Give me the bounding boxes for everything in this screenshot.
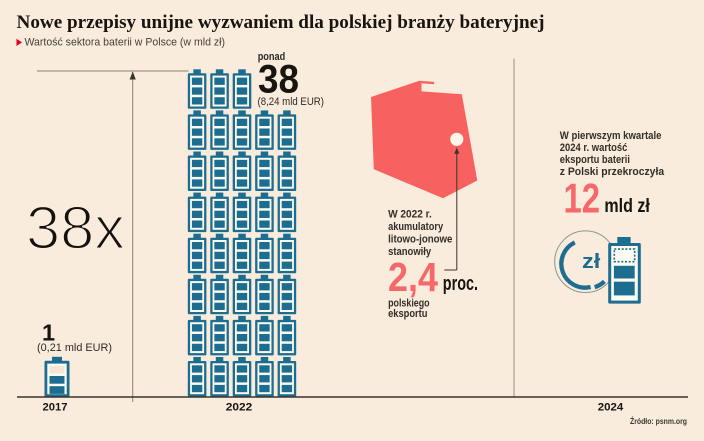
svg-text:eksportu baterii: eksportu baterii bbox=[560, 154, 630, 166]
svg-text:W pierwszym kwartale: W pierwszym kwartale bbox=[560, 130, 662, 142]
svg-text:W 2022 r.: W 2022 r. bbox=[388, 208, 432, 220]
svg-text:1: 1 bbox=[42, 319, 55, 345]
svg-text:2024 r. wartość: 2024 r. wartość bbox=[560, 142, 628, 154]
svg-text:2022: 2022 bbox=[226, 402, 253, 414]
svg-text:(0,21 mld EUR): (0,21 mld EUR) bbox=[37, 342, 112, 354]
svg-text:38x: 38x bbox=[26, 195, 125, 262]
svg-text:eksportu: eksportu bbox=[388, 308, 427, 320]
svg-text:mld zł: mld zł bbox=[604, 196, 650, 217]
svg-text:12: 12 bbox=[564, 175, 601, 222]
svg-text:Źródło: psnm.org: Źródło: psnm.org bbox=[630, 416, 687, 426]
svg-text:z Polski przekroczyła: z Polski przekroczyła bbox=[560, 166, 665, 178]
svg-text:Wartość sektora baterii w Pols: Wartość sektora baterii w Polsce (w mld … bbox=[25, 37, 226, 49]
svg-text:litowo-jonowe: litowo-jonowe bbox=[388, 233, 452, 245]
svg-text:stanowiły: stanowiły bbox=[388, 246, 432, 258]
svg-text:akumulatory: akumulatory bbox=[388, 221, 444, 233]
svg-text:zł: zł bbox=[582, 250, 601, 273]
svg-text:polskiego: polskiego bbox=[388, 297, 430, 309]
svg-text:2024: 2024 bbox=[598, 402, 624, 414]
svg-text:proc.: proc. bbox=[443, 273, 478, 295]
svg-text:2,4: 2,4 bbox=[388, 254, 438, 300]
svg-text:(8,24 mld EUR): (8,24 mld EUR) bbox=[258, 96, 325, 108]
svg-text:38: 38 bbox=[258, 57, 299, 101]
svg-text:ponad: ponad bbox=[258, 51, 286, 63]
svg-text:Nowe przepisy unijne wyzwaniem: Nowe przepisy unijne wyzwaniem dla polsk… bbox=[17, 13, 545, 33]
svg-text:2017: 2017 bbox=[43, 402, 68, 414]
